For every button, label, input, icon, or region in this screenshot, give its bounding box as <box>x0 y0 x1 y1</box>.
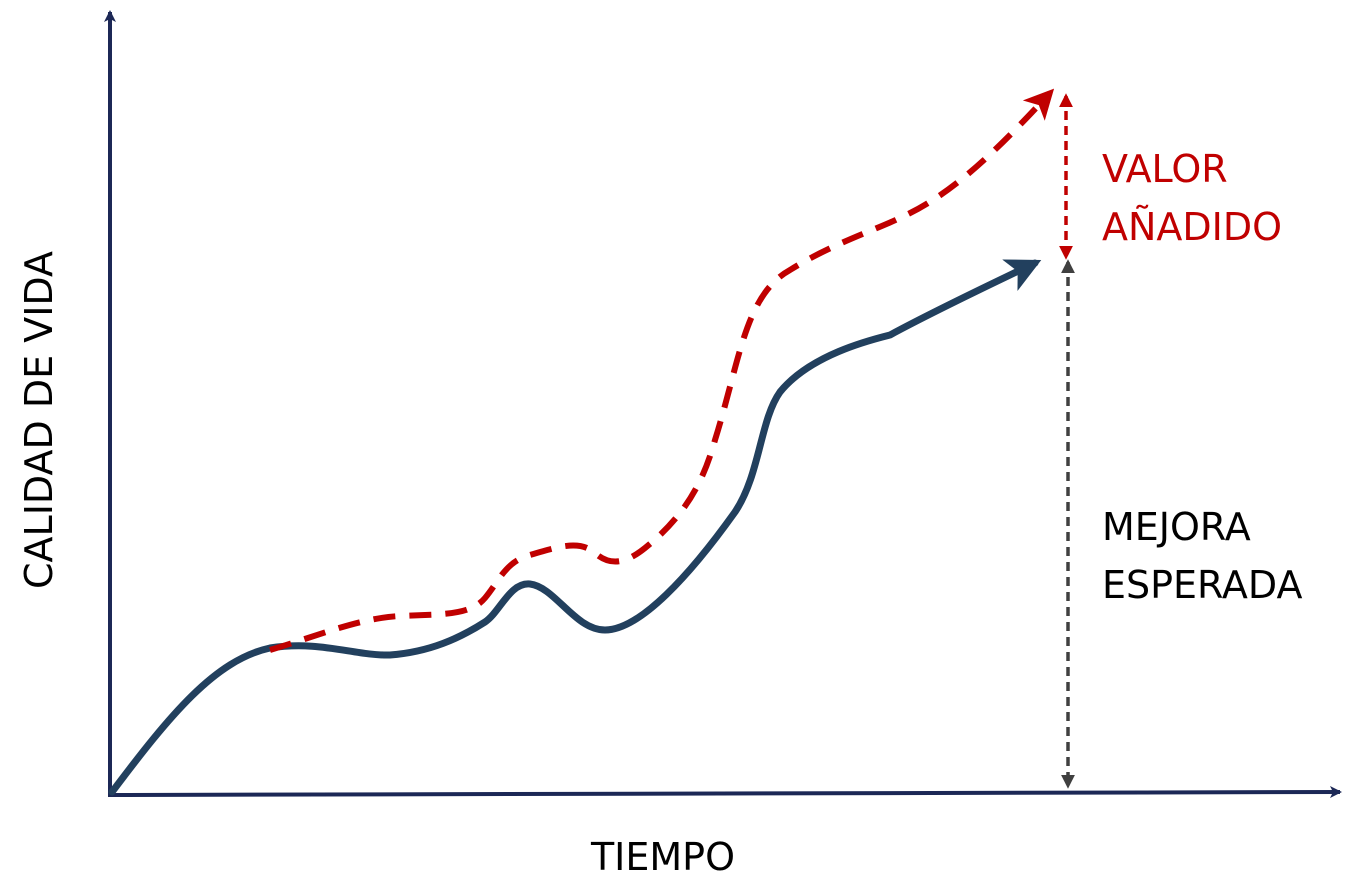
added-value-label-line1: VALOR <box>1102 147 1228 191</box>
baseline-curve <box>108 259 1042 796</box>
added-value-label-line2: AÑADIDO <box>1102 205 1282 249</box>
x-axis <box>107 786 1342 799</box>
y-axis-label: CALIDAD DE VIDA <box>17 251 61 589</box>
improved-curve <box>269 88 1055 653</box>
expected-improvement-label-line1: MEJORA <box>1102 505 1251 549</box>
expected-improvement-label-line2: ESPERADA <box>1102 563 1303 607</box>
x-axis-label: TIEMPO <box>590 835 735 872</box>
